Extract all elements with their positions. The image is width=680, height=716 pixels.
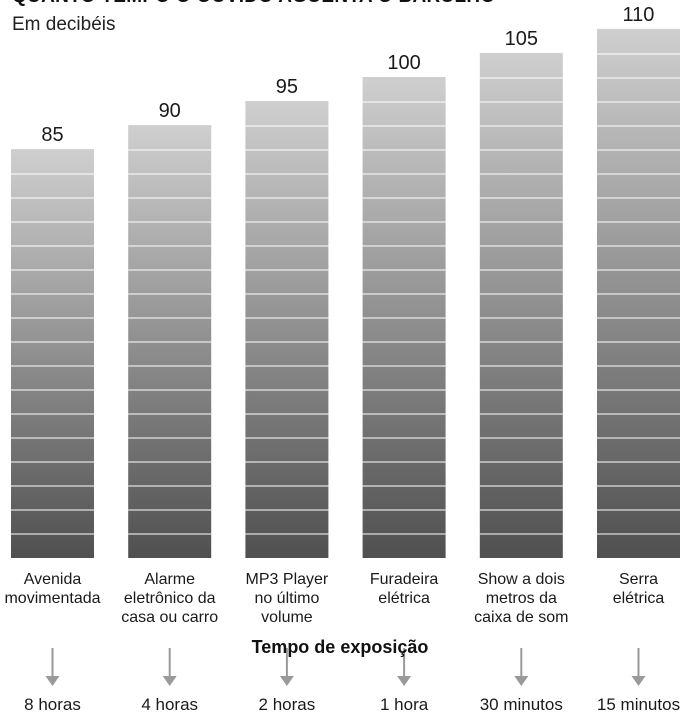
category-label: metros da (486, 590, 557, 607)
category-label: casa ou carro (121, 609, 218, 626)
exposure-time-label: 8 horas (24, 695, 81, 714)
exposure-time-label: 1 hora (380, 695, 429, 714)
down-arrow-head-icon (631, 676, 646, 686)
exposure-time-label: 15 minutos (597, 695, 680, 714)
category-label: Furadeira (370, 571, 439, 588)
value-label: 85 (41, 124, 63, 146)
category-label: caixa de som (474, 609, 568, 626)
category-label: Avenida (24, 571, 82, 588)
category-label: eletrônico da (124, 590, 216, 607)
value-label: 110 (623, 4, 655, 26)
down-arrow-head-icon (514, 676, 529, 686)
category-label: MP3 Player (246, 571, 329, 588)
category-label: Show a dois (478, 571, 565, 588)
bar (479, 52, 563, 558)
category-label: no último (254, 590, 319, 607)
labels-layer: 85 Avenida movimentada 8 horas 90 Alarme eletr… (4, 4, 680, 714)
down-arrow-head-icon (279, 676, 294, 686)
category-label: movimentada (4, 590, 100, 607)
category-label: elétrica (378, 590, 430, 607)
down-arrow-head-icon (162, 676, 177, 686)
bars-layer (11, 28, 680, 559)
x-axis-title: Tempo de exposição (251, 637, 429, 657)
value-label: 105 (505, 28, 538, 50)
bar (245, 101, 329, 559)
exposure-time-label: 4 horas (141, 695, 198, 714)
value-label: 95 (276, 76, 298, 98)
bar (597, 28, 680, 558)
value-label: 100 (387, 52, 420, 74)
category-label: Serra (619, 571, 658, 588)
value-label: 90 (159, 100, 181, 122)
category-label: Alarme (144, 571, 195, 588)
category-label: elétrica (613, 590, 665, 607)
down-arrow-head-icon (45, 676, 60, 686)
down-arrow-head-icon (397, 676, 412, 686)
chart-subtitle: Em decibéis (12, 14, 116, 35)
category-label: volume (261, 609, 313, 626)
exposure-time-label: 2 horas (259, 695, 316, 714)
bar (11, 149, 94, 558)
exposure-time-label: 30 minutos (480, 695, 563, 714)
chart-title: QUANTO TEMPO O OUVIDO AGUENTA O BARULHO (12, 0, 496, 8)
